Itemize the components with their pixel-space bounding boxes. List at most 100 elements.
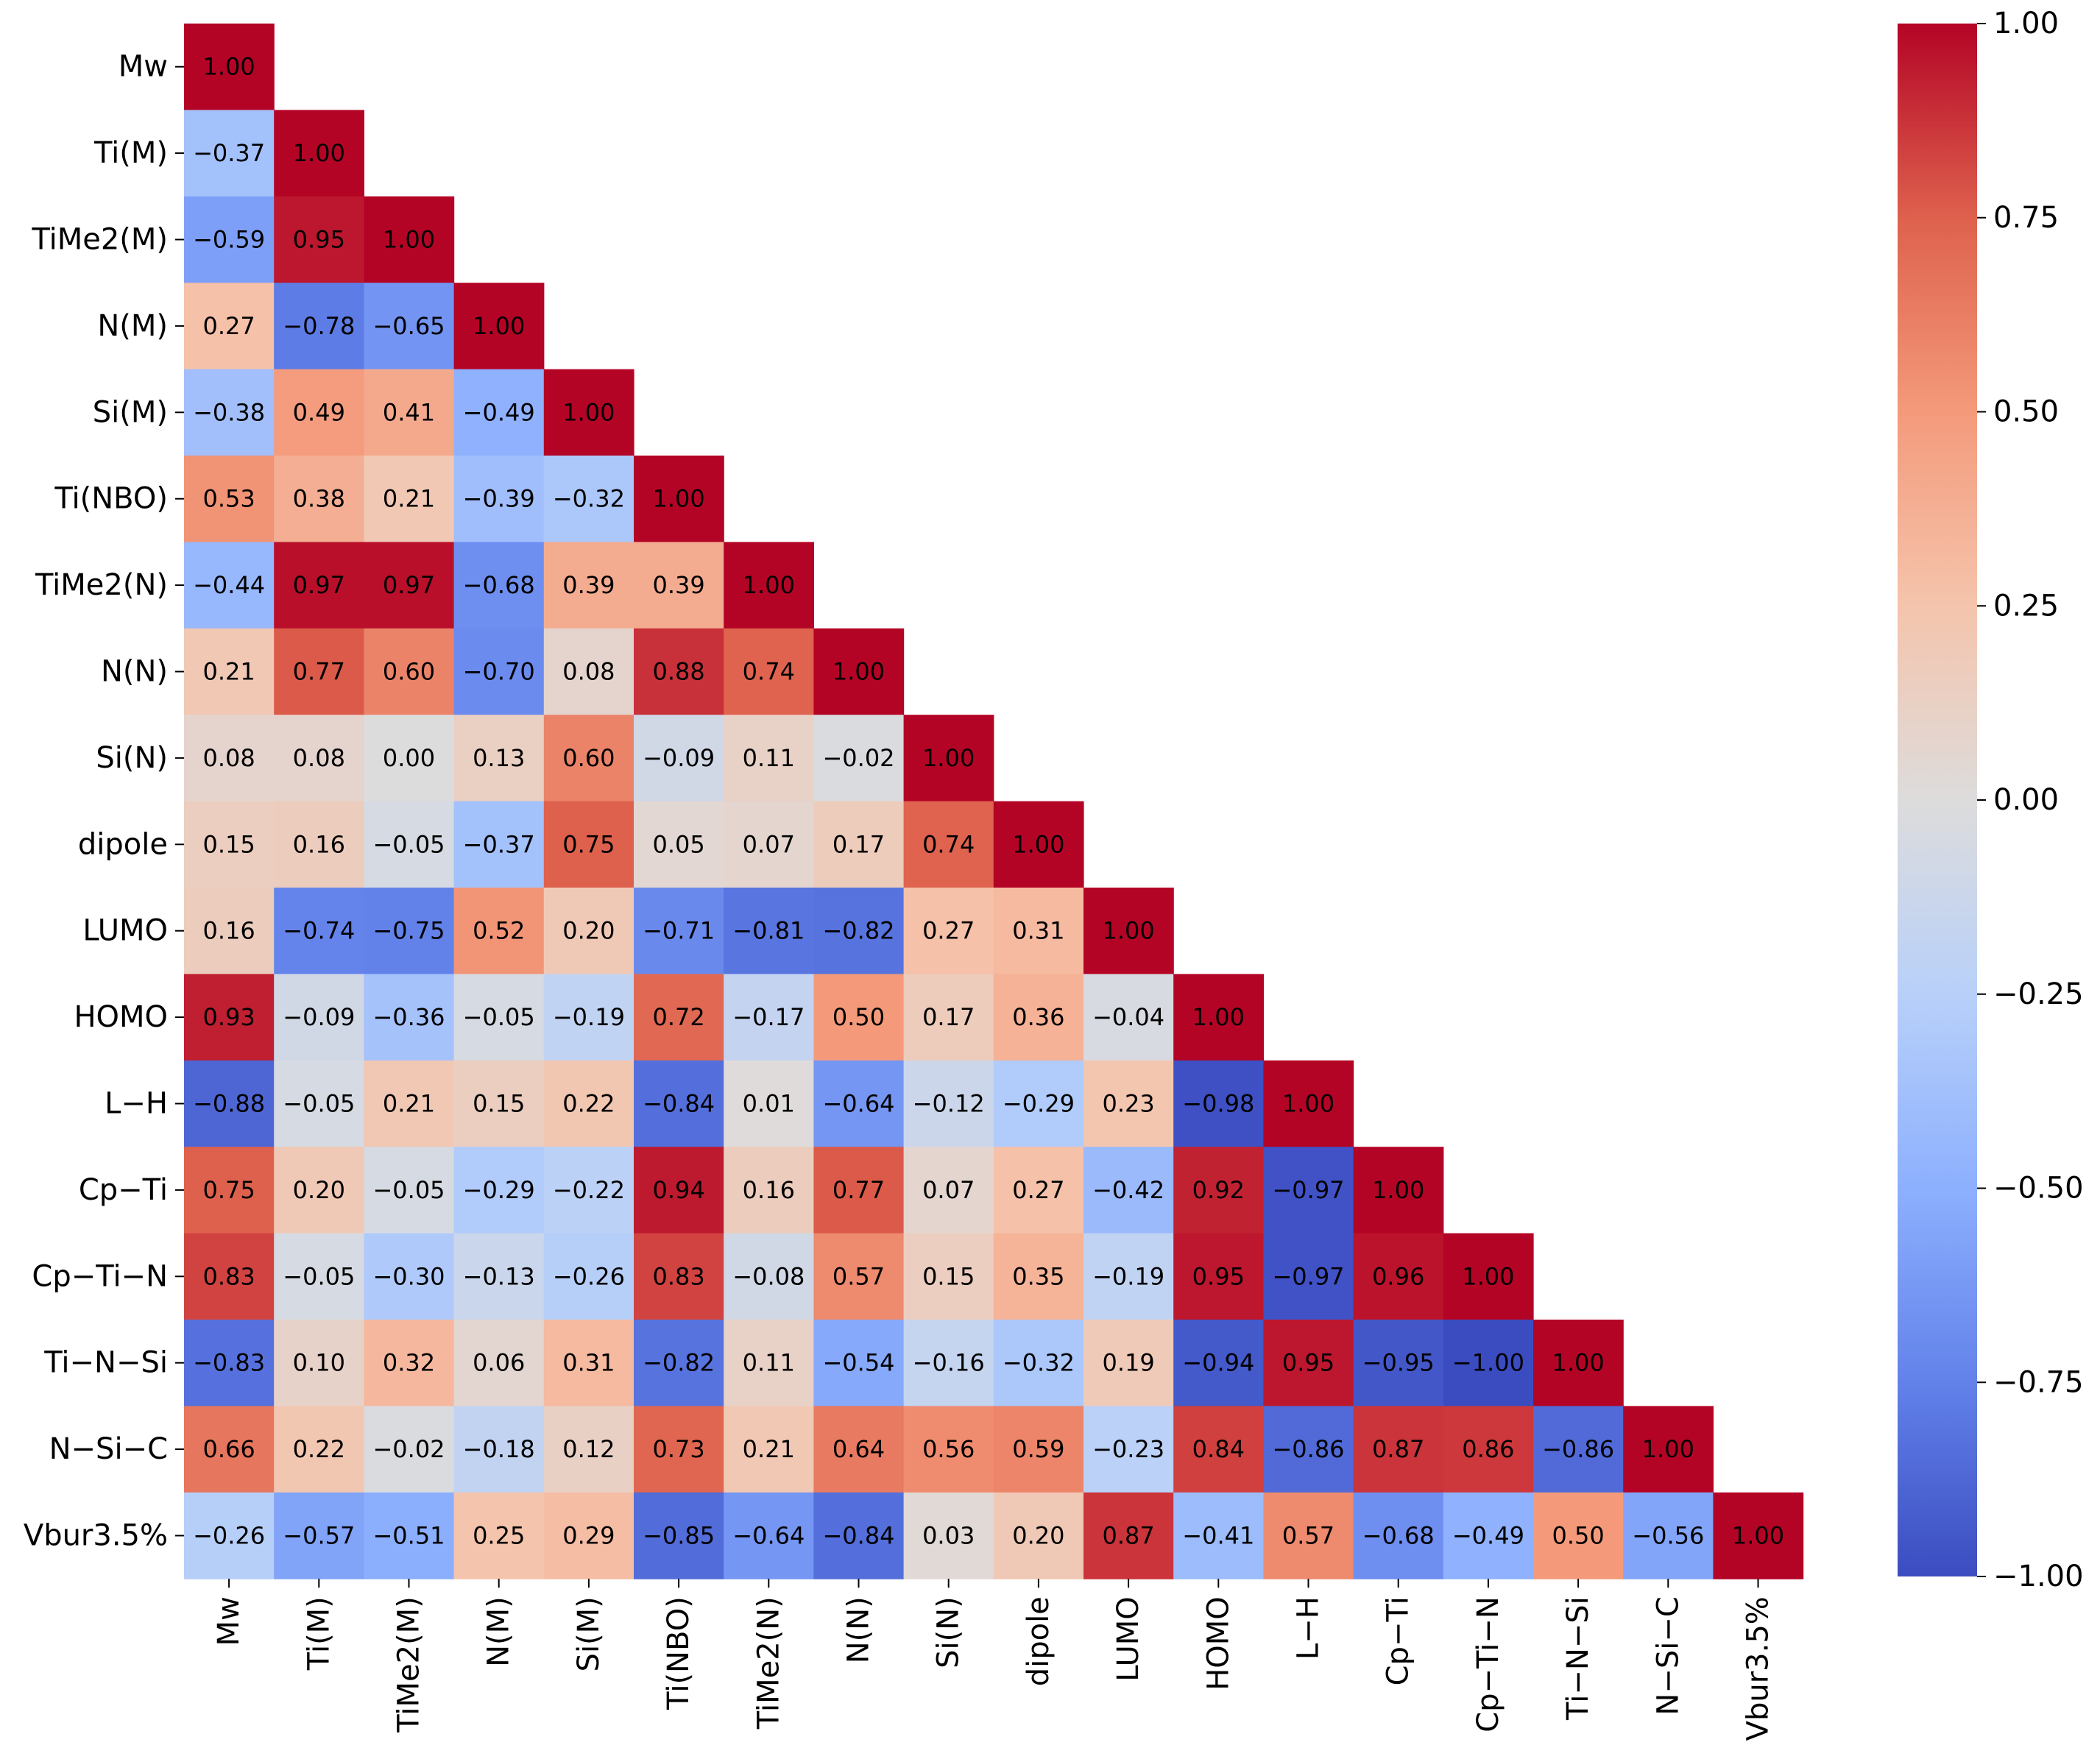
heatmap-cell-r9-c7 xyxy=(813,801,905,888)
heatmap-cell-r1-c1 xyxy=(274,110,364,197)
cell-value-r17-c15: 0.50 xyxy=(1552,1522,1604,1550)
heatmap-cell-r9-c3 xyxy=(453,801,545,888)
cell-value-r16-c12: −0.86 xyxy=(1272,1435,1344,1463)
heatmap-cell-r15-c2 xyxy=(364,1320,455,1406)
cell-value-r6-c3: −0.68 xyxy=(463,571,535,599)
cell-value-r1-c1: 1.00 xyxy=(293,139,345,167)
row-label-ti-m: Ti(M) xyxy=(93,136,168,170)
cell-value-r14-c11: 0.95 xyxy=(1192,1262,1245,1290)
heatmap-cell-r8-c5 xyxy=(634,715,724,802)
heatmap-cell-r15-c0 xyxy=(184,1320,275,1406)
heatmap-cell-r13-c12 xyxy=(1263,1147,1354,1234)
row-label-cp-ti-n: Cp−Ti−N xyxy=(32,1259,168,1293)
cell-value-r15-c13: −0.95 xyxy=(1362,1349,1435,1377)
heatmap-cell-r5-c0 xyxy=(184,456,275,542)
heatmap-cell-r8-c3 xyxy=(453,715,545,802)
heatmap-cell-r13-c13 xyxy=(1353,1147,1444,1234)
cell-value-r9-c0: 0.15 xyxy=(202,830,255,858)
cell-value-r11-c6: −0.17 xyxy=(732,1003,805,1031)
cell-value-r13-c1: 0.20 xyxy=(293,1176,345,1204)
cell-value-r16-c9: 0.59 xyxy=(1012,1435,1064,1463)
heatmap-cell-r14-c1 xyxy=(274,1233,364,1320)
cell-value-r14-c7: 0.57 xyxy=(832,1262,885,1290)
cell-value-r12-c3: 0.15 xyxy=(473,1090,525,1118)
heatmap-cell-r17-c6 xyxy=(724,1492,814,1579)
heatmap-cell-r1-c0 xyxy=(184,110,275,197)
cell-value-r3-c0: 0.27 xyxy=(202,312,255,340)
heatmap-cell-r14-c9 xyxy=(993,1233,1084,1320)
cell-value-r16-c8: 0.56 xyxy=(922,1435,975,1463)
heatmap-cell-r16-c7 xyxy=(813,1406,905,1493)
heatmap-cell-r15-c1 xyxy=(274,1320,364,1406)
heatmap-cell-r16-c11 xyxy=(1173,1406,1264,1493)
heatmap-cell-r16-c6 xyxy=(724,1406,814,1493)
col-label-ti-m: Ti(M) xyxy=(302,1596,336,1671)
cell-value-r14-c8: 0.15 xyxy=(922,1262,975,1290)
cell-value-r10-c0: 0.16 xyxy=(202,917,255,945)
heatmap-cell-r10-c9 xyxy=(993,888,1084,974)
cell-value-r2-c2: 1.00 xyxy=(383,226,435,254)
cell-value-r12-c2: 0.21 xyxy=(383,1090,435,1118)
colorbar-gradient xyxy=(1898,24,1977,1576)
col-label-ti-nbo: Ti(NBO) xyxy=(662,1596,696,1710)
colorbar-tick-label-0: 1.00 xyxy=(1993,7,2059,40)
cell-value-r9-c1: 0.16 xyxy=(293,830,345,858)
heatmap-cell-r12-c8 xyxy=(903,1060,994,1147)
cell-value-r10-c2: −0.75 xyxy=(372,917,445,945)
heatmap-cell-r11-c3 xyxy=(453,974,545,1061)
heatmap-cell-r2-c1 xyxy=(274,196,364,283)
heatmap-cell-r15-c5 xyxy=(634,1320,724,1406)
heatmap-cell-r8-c6 xyxy=(724,715,814,802)
heatmap-cell-r7-c5 xyxy=(634,628,724,715)
row-label-dipole: dipole xyxy=(78,827,168,861)
cell-value-r17-c11: −0.41 xyxy=(1182,1522,1254,1550)
col-label-si-n: Si(N) xyxy=(932,1596,966,1668)
cell-value-r15-c14: −1.00 xyxy=(1452,1349,1524,1377)
heatmap-cell-r16-c12 xyxy=(1263,1406,1354,1493)
row-label-n-m: N(M) xyxy=(97,309,168,343)
heatmap-cell-r2-c0 xyxy=(184,196,275,283)
cell-value-r12-c12: 1.00 xyxy=(1282,1090,1334,1118)
heatmap-cell-r11-c11 xyxy=(1173,974,1264,1061)
heatmap-cell-r14-c7 xyxy=(813,1233,905,1320)
heatmap-cell-r0-c0 xyxy=(184,24,275,110)
row-label-vbur3-5: Vbur3.5% xyxy=(24,1519,168,1553)
heatmap-cell-r16-c16 xyxy=(1623,1406,1714,1493)
cell-value-r12-c7: −0.64 xyxy=(822,1090,894,1118)
cell-value-r10-c6: −0.81 xyxy=(732,917,805,945)
cell-value-r9-c7: 0.17 xyxy=(832,830,885,858)
cell-value-r3-c2: −0.65 xyxy=(372,312,445,340)
heatmap-cell-r6-c0 xyxy=(184,542,275,629)
heatmap-cell-r10-c7 xyxy=(813,888,905,974)
cell-value-r14-c1: −0.05 xyxy=(283,1262,355,1290)
heatmap-cell-r9-c1 xyxy=(274,801,364,888)
cell-value-r14-c12: −0.97 xyxy=(1272,1262,1344,1290)
cell-value-r13-c4: −0.22 xyxy=(553,1176,625,1204)
heatmap-cell-r12-c7 xyxy=(813,1060,905,1147)
heatmap-cell-r10-c2 xyxy=(364,888,455,974)
heatmap-cell-r17-c0 xyxy=(184,1492,275,1579)
cell-value-r11-c11: 1.00 xyxy=(1192,1003,1245,1031)
cell-value-r10-c5: −0.71 xyxy=(643,917,715,945)
cell-value-r4-c3: −0.49 xyxy=(463,398,535,426)
cell-value-r11-c8: 0.17 xyxy=(922,1003,975,1031)
heatmap-cell-r17-c7 xyxy=(813,1492,905,1579)
cell-value-r10-c8: 0.27 xyxy=(922,917,975,945)
heatmap-cell-r8-c2 xyxy=(364,715,455,802)
cell-value-r14-c4: −0.26 xyxy=(553,1262,625,1290)
heatmap-cell-r7-c1 xyxy=(274,628,364,715)
heatmap-cell-r14-c6 xyxy=(724,1233,814,1320)
colorbar-tick-label-5: −0.25 xyxy=(1993,977,2084,1011)
cell-value-r10-c9: 0.31 xyxy=(1012,917,1064,945)
row-label-ti-nbo: Ti(NBO) xyxy=(54,482,168,516)
cell-value-r12-c1: −0.05 xyxy=(283,1090,355,1118)
heatmap-cell-r4-c4 xyxy=(543,369,634,456)
cell-value-r8-c3: 0.13 xyxy=(473,744,525,772)
cell-value-r17-c7: −0.84 xyxy=(822,1522,894,1550)
cell-value-r17-c12: 0.57 xyxy=(1282,1522,1334,1550)
cell-value-r10-c1: −0.74 xyxy=(283,917,355,945)
heatmap-cell-r9-c2 xyxy=(364,801,455,888)
heatmap-cell-r9-c0 xyxy=(184,801,275,888)
column-labels: Mw Ti(M) TiMe2(M) N(M) Si(M) Ti(NBO) TiMe2(N) N… xyxy=(212,1579,1775,1741)
heatmap-cell-r12-c0 xyxy=(184,1060,275,1147)
